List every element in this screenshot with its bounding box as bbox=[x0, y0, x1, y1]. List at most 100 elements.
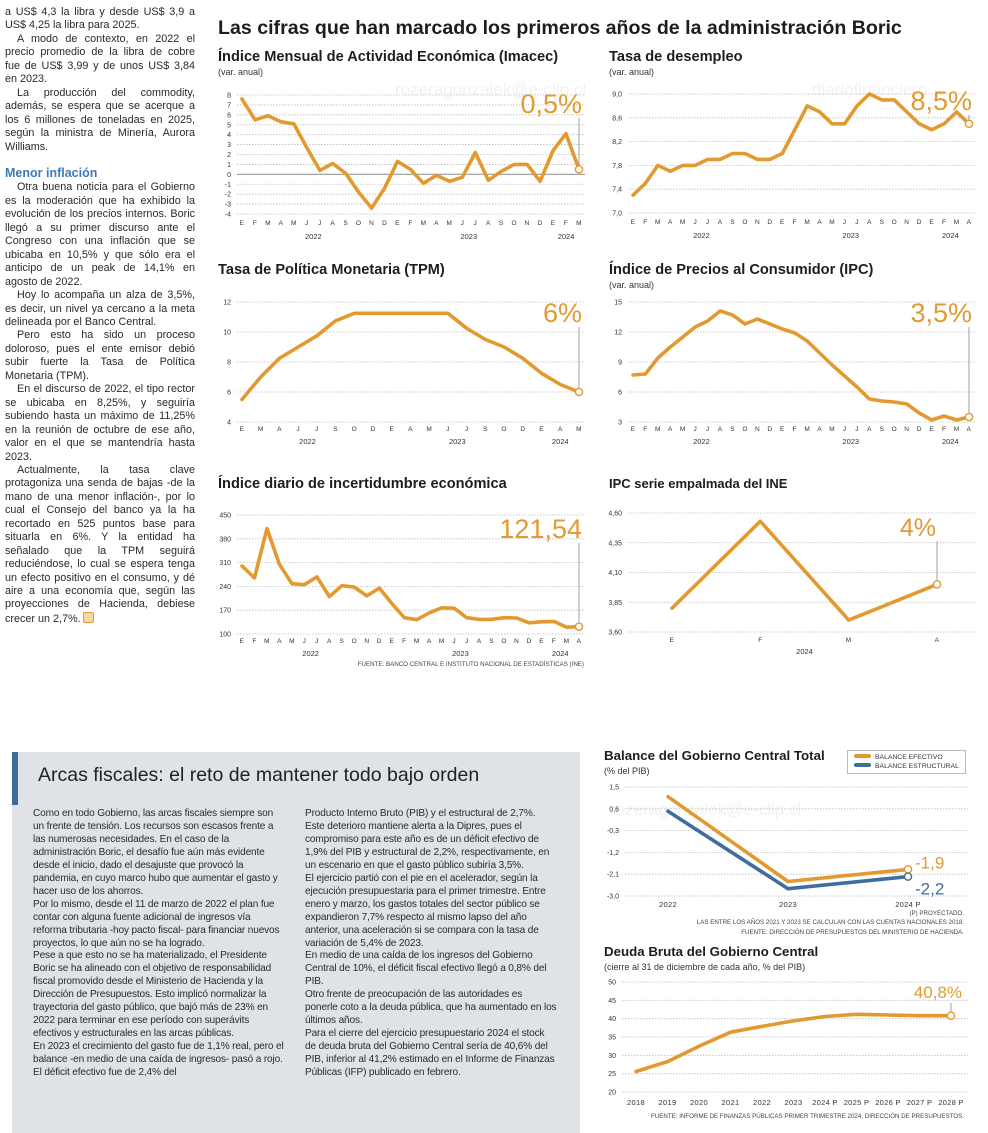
subheading: Menor inflación bbox=[5, 165, 98, 180]
series-line bbox=[670, 519, 939, 622]
x-tick-label: E bbox=[240, 220, 245, 227]
x-tick-label: F bbox=[402, 638, 406, 645]
x-tick-label: 2026 P bbox=[875, 1098, 901, 1107]
x-tick-label: F bbox=[793, 426, 797, 433]
x-tick-label: F bbox=[643, 219, 647, 226]
x-tick-label: M bbox=[655, 426, 661, 433]
x-tick-label: E bbox=[631, 426, 636, 433]
y-tick-label: -1,2 bbox=[607, 850, 619, 857]
x-tick-label: 2023 bbox=[785, 1098, 803, 1107]
highlight-value: 4% bbox=[900, 514, 936, 542]
end-point-marker bbox=[903, 872, 913, 881]
x-tick-label: A bbox=[486, 220, 491, 227]
x-tick-label: M bbox=[576, 220, 582, 227]
x-tick-label: F bbox=[552, 638, 556, 645]
chart-note-methodology: LAS ENTRE LOS AÑOS 2021 Y 2023 SE CALCUL… bbox=[696, 919, 964, 926]
legend-item-estructural: BALANCE ESTRUCTURAL bbox=[854, 763, 959, 770]
x-tick-label: J bbox=[461, 220, 465, 227]
x-tick-label: J bbox=[843, 219, 847, 226]
y-tick-label: 1,5 bbox=[609, 785, 619, 792]
x-tick-label: J bbox=[296, 426, 300, 433]
paragraph: El ejercicio partió con el pie en el ace… bbox=[305, 872, 546, 949]
paragraph: Otra buena noticia para el Gobierno es l… bbox=[5, 181, 195, 288]
x-tick-label: E bbox=[670, 637, 675, 644]
year-label: 2023 bbox=[842, 437, 859, 446]
y-tick-label: 20 bbox=[608, 1090, 616, 1097]
x-tick-label: E bbox=[929, 219, 934, 226]
x-tick-label: E bbox=[389, 426, 394, 433]
chart-title-imacec: Índice Mensual de Actividad Económica (I… bbox=[218, 49, 559, 65]
x-tick-label: 2023 bbox=[779, 900, 797, 909]
x-tick-label: E bbox=[395, 220, 400, 227]
chart-subtitle-ipc: (var. anual) bbox=[609, 280, 655, 290]
x-tick-label: A bbox=[718, 426, 723, 433]
y-tick-label: 4 bbox=[227, 420, 231, 427]
x-tick-label: E bbox=[539, 426, 544, 433]
x-tick-label: A bbox=[279, 220, 284, 227]
paragraph: En medio de una caída de los ingresos de… bbox=[305, 950, 547, 988]
y-tick-label: 7,8 bbox=[612, 163, 622, 170]
x-tick-label: S bbox=[343, 220, 348, 227]
box-title: Arcas fiscales: el reto de mantener todo… bbox=[38, 764, 480, 786]
x-tick-label: E bbox=[780, 219, 785, 226]
y-tick-label: 8,6 bbox=[612, 115, 622, 122]
y-tick-label: 6 bbox=[227, 112, 231, 119]
x-tick-label: O bbox=[892, 426, 897, 433]
paragraph: En el discurso de 2022, el tipo rector s… bbox=[5, 383, 195, 463]
paragraph: Pero esto ha sido un proceso doloroso, p… bbox=[5, 329, 195, 382]
x-tick-label: N bbox=[514, 638, 519, 645]
x-tick-label: O bbox=[352, 426, 357, 433]
x-tick-label: J bbox=[465, 638, 469, 645]
year-label: 2023 bbox=[452, 649, 469, 658]
end-point-marker bbox=[903, 865, 913, 874]
box-column-2: Producto Interno Bruto (PIB) y el estruc… bbox=[305, 808, 557, 1080]
x-tick-label: E bbox=[539, 638, 544, 645]
watermark: rozeragonzalek@e-clip.cl bbox=[610, 800, 802, 819]
x-tick-label: O bbox=[501, 426, 506, 433]
x-tick-label: N bbox=[364, 638, 369, 645]
x-tick-label: A bbox=[277, 426, 282, 433]
y-tick-label: 9,0 bbox=[612, 92, 622, 99]
x-tick-label: F bbox=[942, 219, 946, 226]
x-tick-label: A bbox=[330, 220, 335, 227]
series-line bbox=[631, 92, 971, 197]
paragraph: La producción del commodity, además, se … bbox=[5, 86, 195, 153]
x-tick-label: A bbox=[967, 219, 972, 226]
x-tick-label: M bbox=[804, 219, 810, 226]
y-tick-label: 15 bbox=[614, 300, 622, 307]
y-tick-label: -2,1 bbox=[607, 872, 619, 879]
legend-swatch-blue bbox=[854, 763, 871, 767]
year-label: 2024 bbox=[552, 649, 569, 658]
x-tick-label: O bbox=[501, 638, 506, 645]
y-tick-label: -4 bbox=[225, 212, 231, 219]
y-tick-label: 45 bbox=[608, 998, 616, 1005]
chart-title-balance: Balance del Gobierno Central Total bbox=[604, 748, 825, 763]
x-tick-label: D bbox=[767, 219, 772, 226]
chart-title-tpm: Tasa de Política Monetaria (TPM) bbox=[218, 262, 445, 278]
y-tick-label: 4,10 bbox=[608, 570, 622, 577]
x-tick-label: A bbox=[718, 219, 723, 226]
x-tick-label: N bbox=[369, 220, 374, 227]
y-tick-label: 6 bbox=[618, 390, 622, 397]
year-label: 2024 bbox=[942, 437, 959, 446]
y-tick-label: 3,85 bbox=[608, 600, 622, 607]
x-tick-label: S bbox=[483, 426, 488, 433]
end-value-label: -2,2 bbox=[915, 880, 944, 899]
chart-subtitle-desempleo: (var. anual) bbox=[609, 67, 655, 77]
year-label: 2024 bbox=[552, 437, 569, 446]
x-tick-label: J bbox=[452, 638, 456, 645]
chart-subtitle-imacec: (var. anual) bbox=[218, 67, 264, 77]
x-tick-label: N bbox=[755, 426, 760, 433]
y-tick-label: 35 bbox=[608, 1035, 616, 1042]
x-tick-label: S bbox=[499, 220, 504, 227]
x-tick-label: J bbox=[693, 219, 697, 226]
y-tick-label: 170 bbox=[219, 608, 231, 615]
y-tick-label: 4,60 bbox=[608, 511, 622, 518]
x-tick-label: O bbox=[742, 219, 747, 226]
end-point-marker bbox=[964, 412, 974, 422]
y-tick-label: 8,2 bbox=[612, 139, 622, 146]
x-tick-label: A bbox=[935, 637, 940, 644]
highlight-value: 3,5% bbox=[910, 298, 972, 328]
x-tick-label: J bbox=[315, 638, 319, 645]
